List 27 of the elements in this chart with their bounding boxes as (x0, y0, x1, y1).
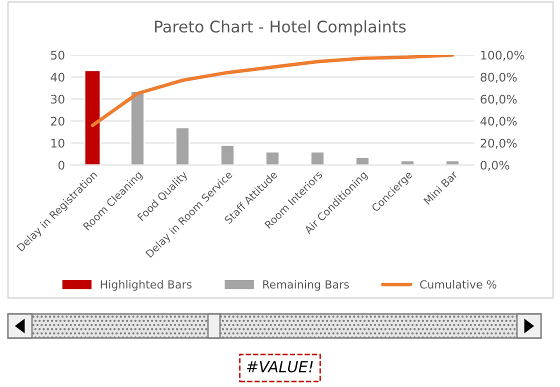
text: #VALUE! (246, 361, 313, 372)
bar (445, 160, 460, 165)
y2-tick-label: 0,0% (480, 160, 510, 171)
bar (175, 126, 190, 165)
bar (220, 144, 235, 165)
y2-tick-label: 80,0% (480, 72, 517, 83)
legend-label: Cumulative % (420, 280, 496, 289)
y2-tick-label: 40,0% (480, 116, 517, 127)
y-tick-label: 0 (58, 160, 64, 170)
y-tick-label: 50 (51, 50, 64, 60)
bar (355, 156, 370, 165)
bar (400, 160, 415, 165)
chart-title: Pareto Chart - Hotel Complaints (155, 20, 406, 36)
legend-label: Highlighted Bars (100, 280, 192, 291)
y-tick-label: 10 (51, 138, 64, 148)
bar (310, 151, 325, 165)
legend-label: Remaining Bars (263, 280, 349, 291)
y-tick-label: 20 (50, 116, 64, 126)
bar (130, 90, 145, 165)
y-tick-label: 30 (51, 94, 64, 104)
y2-tick-label: 100,0% (481, 50, 524, 61)
bar (84, 70, 102, 165)
bar (265, 151, 280, 165)
line-series (90, 55, 454, 128)
y-tick-label: 40 (50, 72, 64, 82)
y2-tick-label: 20,0% (480, 138, 517, 149)
y2-tick-label: 60,0% (480, 94, 517, 105)
